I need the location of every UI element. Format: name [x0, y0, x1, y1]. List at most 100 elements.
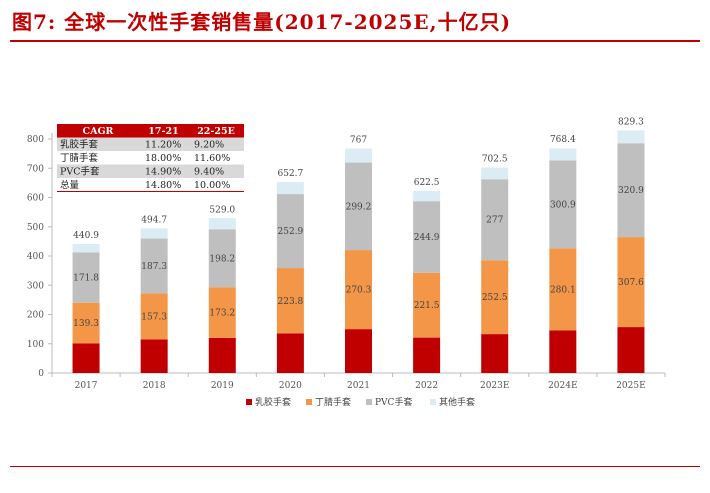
legend-swatch: [246, 399, 252, 405]
y-tick-label: 800: [27, 135, 44, 145]
segment-value-label: 270.3: [346, 286, 372, 296]
segment-value-label: 173.2: [209, 309, 235, 319]
cagr-table: CAGR 17-21 22-25E 乳胶手套 11.20% 9.20% 丁腈手套 18.00%…: [57, 124, 244, 192]
figure-title: 图7: 全球一次性手套销售量(2017-2025E,十亿只): [12, 6, 511, 35]
table-cell: 14.80%: [145, 180, 181, 191]
chart-legend: 乳胶手套 丁腈手套 PVC手套 其他手套: [246, 396, 475, 408]
chart-bars: [72, 130, 645, 373]
total-value-label: 494.7: [141, 215, 167, 225]
segment-value-label: 171.8: [73, 274, 99, 284]
table-cell: 10.00%: [194, 180, 230, 191]
table-header-row: [57, 124, 244, 138]
bar-segment: [72, 302, 100, 344]
bar-segment: [481, 179, 509, 261]
segment-value-label: 223.8: [278, 297, 304, 307]
bar-segment: [549, 330, 577, 373]
x-tick-label: 2025E: [616, 381, 645, 391]
bar-segment: [413, 337, 441, 373]
bar-segment: [140, 339, 168, 373]
segment-value-label: 277: [486, 216, 503, 226]
bar-segment: [413, 272, 441, 338]
x-tick-label: 2018: [143, 381, 166, 391]
bar-segment: [617, 237, 645, 328]
bar-segment: [208, 287, 236, 338]
total-value-label: 767: [350, 136, 367, 146]
segment-value-label: 307.6: [618, 278, 644, 288]
segment-value-label: 252.9: [278, 227, 304, 237]
segment-value-label: 300.9: [550, 200, 576, 210]
legend-swatch: [366, 399, 372, 405]
table-cell: 丁腈手套: [60, 152, 99, 164]
total-value-label: 622.5: [414, 178, 440, 188]
total-value-label: 702.5: [482, 155, 508, 165]
x-tick-label: 2024E: [548, 381, 577, 391]
y-tick-label: 300: [27, 281, 44, 291]
legend-label: PVC手套: [375, 396, 412, 408]
total-value-label: 440.9: [73, 231, 99, 241]
total-value-label: 829.3: [618, 117, 644, 127]
bar-segment: [617, 143, 645, 238]
table-header-cell: 17-21: [148, 126, 178, 137]
bar-segment: [345, 329, 372, 373]
bar-segment: [481, 334, 509, 373]
table-cell: PVC手套: [60, 166, 100, 178]
bar-segment: [140, 238, 168, 294]
bar-segment: [276, 268, 304, 334]
table-cell: 14.90%: [145, 167, 181, 178]
table-cell: 乳胶手套: [60, 139, 99, 151]
segment-value-label: 139.3: [73, 319, 99, 329]
bar-segment: [617, 130, 645, 144]
bar-segment: [617, 327, 645, 373]
bar-segment: [208, 229, 236, 288]
segment-value-label: 187.3: [141, 262, 167, 272]
segment-value-label: 157.3: [141, 312, 167, 322]
table-cell: 18.00%: [145, 153, 181, 164]
x-tick-label: 2021: [347, 381, 370, 391]
table-cell: 11.20%: [145, 140, 181, 151]
bar-segment: [140, 228, 168, 239]
bar-segment: [481, 167, 509, 180]
bar-segment: [276, 194, 304, 269]
table-header-cell: 22-25E: [197, 126, 235, 137]
bar-segment: [72, 243, 100, 253]
table-row: [57, 164, 244, 178]
legend-swatch: [306, 399, 312, 405]
figure-title-text: 全球一次性手套销售量(2017-2025E,十亿只): [64, 10, 512, 34]
segment-value-label: 252.5: [482, 293, 508, 303]
total-value-label: 768.4: [550, 135, 576, 145]
bar-segment: [276, 333, 304, 373]
x-tick-label: 2020: [279, 381, 302, 391]
total-value-label: 652.7: [278, 169, 304, 179]
y-tick-label: 400: [27, 252, 44, 262]
title-rule: [10, 40, 700, 42]
bar-segment: [276, 182, 304, 195]
legend-label: 其他手套: [439, 396, 475, 408]
legend-swatch: [430, 399, 436, 405]
y-tick-label: 500: [27, 223, 44, 233]
bar-segment: [413, 201, 441, 273]
y-tick-label: 200: [27, 311, 44, 321]
segment-value-label: 299.2: [346, 202, 372, 212]
y-tick-label: 100: [27, 340, 44, 350]
bar-segment: [481, 260, 509, 335]
segment-value-label: 198.2: [209, 254, 235, 264]
bar-segment: [72, 343, 100, 373]
bar-segment: [413, 190, 441, 202]
legend-label: 丁腈手套: [315, 396, 351, 408]
x-tick-label: 2023E: [480, 381, 509, 391]
table-row: [57, 137, 244, 151]
bar-segment: [72, 252, 100, 303]
bar-segment: [345, 250, 372, 330]
bar-segment: [549, 248, 577, 331]
table-cell: 11.60%: [194, 153, 230, 164]
legend-label: 乳胶手套: [255, 396, 291, 408]
table-cell: 总量: [60, 179, 80, 191]
y-tick-label: 0: [38, 369, 44, 379]
x-tick-label: 2017: [75, 381, 98, 391]
bottom-rule: [10, 466, 700, 467]
table-row: [57, 178, 244, 192]
bar-segment: [208, 218, 236, 230]
chart-labels: 139.3 171.8 440.9 2017 157.3 187.3 494.7 2018 17…: [73, 117, 646, 391]
bar-segment: [345, 148, 372, 163]
